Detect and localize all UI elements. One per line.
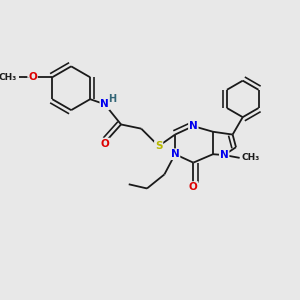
Text: H: H <box>109 94 117 104</box>
Text: CH₃: CH₃ <box>241 153 259 162</box>
Text: N: N <box>171 149 179 159</box>
Text: O: O <box>101 139 110 148</box>
Text: N: N <box>100 99 109 109</box>
Text: N: N <box>220 150 229 160</box>
Text: S: S <box>155 141 162 151</box>
Text: N: N <box>189 121 198 131</box>
Text: O: O <box>189 182 198 192</box>
Text: O: O <box>28 72 37 82</box>
Text: methoxy: methoxy <box>24 76 30 78</box>
Text: CH₃: CH₃ <box>0 73 17 82</box>
